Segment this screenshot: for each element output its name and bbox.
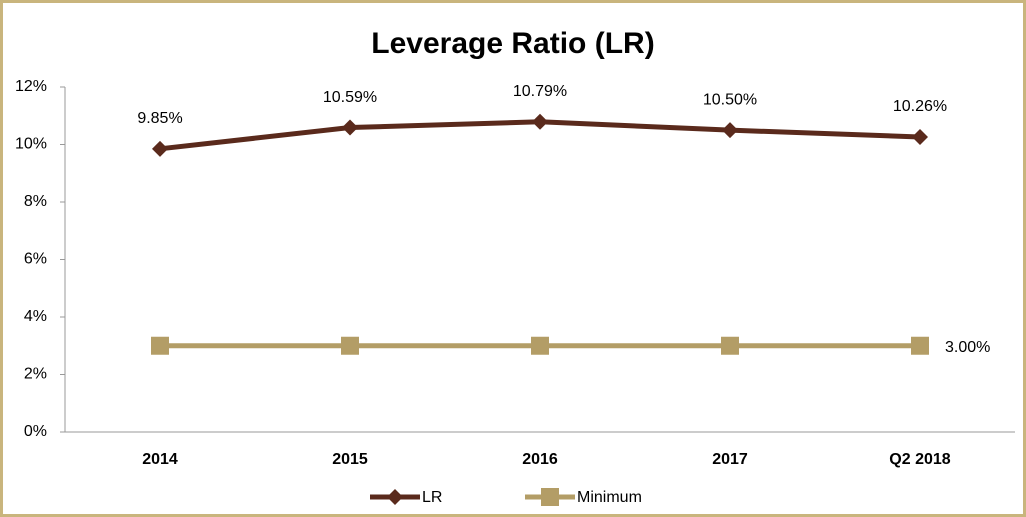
data-label: 10.50%	[703, 91, 757, 108]
x-tick-label: 2015	[332, 451, 368, 468]
x-tick-label: 2016	[522, 451, 558, 468]
data-label: 3.00%	[945, 339, 990, 356]
legend-label: LR	[422, 489, 442, 506]
data-point	[722, 122, 738, 139]
y-tick-label: 4%	[24, 308, 47, 325]
data-point	[531, 336, 549, 355]
data-point	[721, 336, 739, 355]
y-tick-label: 6%	[24, 251, 47, 268]
data-point	[152, 140, 168, 157]
y-tick-label: 0%	[24, 423, 47, 440]
y-tick-label: 12%	[15, 78, 47, 95]
y-tick-label: 10%	[15, 136, 47, 153]
y-tick-label: 8%	[24, 193, 47, 210]
x-tick-label: 2017	[712, 451, 748, 468]
data-label: 10.59%	[323, 89, 377, 106]
legend-marker	[541, 488, 559, 506]
chart-title: Leverage Ratio (LR)	[371, 27, 654, 60]
x-tick-label: Q2 2018	[889, 451, 950, 468]
data-point	[151, 336, 169, 355]
data-label: 9.85%	[137, 110, 182, 127]
data-label: 10.79%	[513, 83, 567, 100]
data-point	[911, 336, 929, 355]
legend-label: Minimum	[577, 489, 642, 506]
legend-marker	[387, 489, 403, 505]
data-point	[532, 113, 548, 130]
y-tick-label: 2%	[24, 366, 47, 383]
data-point	[342, 119, 358, 136]
data-point	[341, 336, 359, 355]
x-tick-label: 2014	[142, 451, 178, 468]
data-point	[912, 129, 928, 146]
data-label: 10.26%	[893, 98, 947, 115]
